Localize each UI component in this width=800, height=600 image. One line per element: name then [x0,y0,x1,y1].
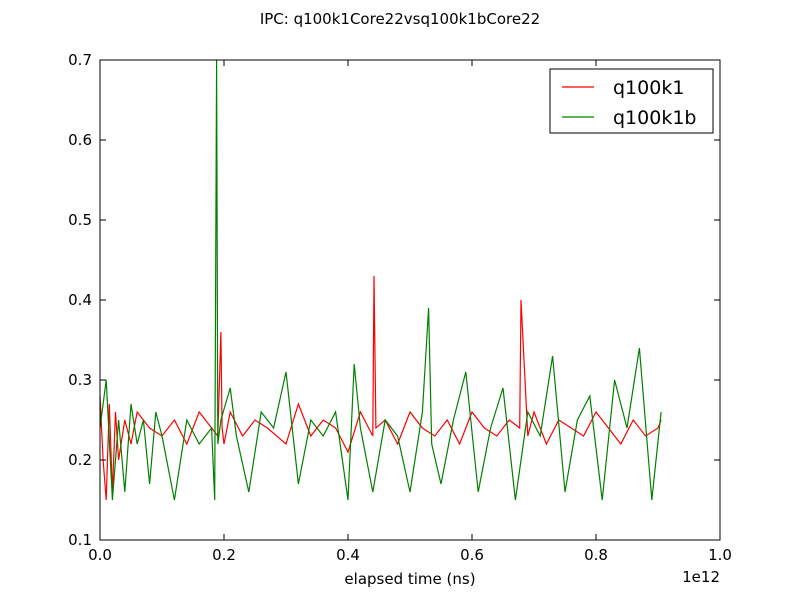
chart-title: IPC: q100k1Core22vsq100k1bCore22 [260,10,540,28]
x-offset-label: 1e12 [682,568,720,586]
legend-box [549,68,714,134]
y-tick-label: 0.2 [68,451,92,469]
x-tick-label: 0.0 [88,546,112,564]
y-tick-label: 0.3 [68,371,92,389]
series-line-q100k1 [99,275,662,501]
y-tick-label: 0.4 [68,291,92,309]
x-tick-label: 0.2 [212,546,236,564]
ticks-layer: 0.0 0.2 0.4 0.6 0.8 1.0 0.1 0.2 0.3 0.4 0.5 0.6 0.7 [68,51,732,564]
legend-label-q100k1b: q100k1b [613,107,696,129]
legend-label-q100k1: q100k1 [613,77,684,99]
x-tick-label: 0.8 [584,546,608,564]
plot-background [100,60,720,540]
y-tick-label: 0.5 [68,211,92,229]
x-tick-label: 0.4 [336,546,360,564]
x-tick-label: 0.6 [460,546,484,564]
series-line-q100k1b [99,59,662,501]
x-axis-label: elapsed time (ns) [344,570,475,588]
series-layer [99,59,662,501]
legend: q100k1 q100k1b [549,68,714,134]
y-tick-label: 0.6 [68,131,92,149]
y-tick-label: 0.7 [68,51,92,69]
y-tick-label: 0.1 [68,531,92,549]
x-tick-label: 1.0 [708,546,732,564]
